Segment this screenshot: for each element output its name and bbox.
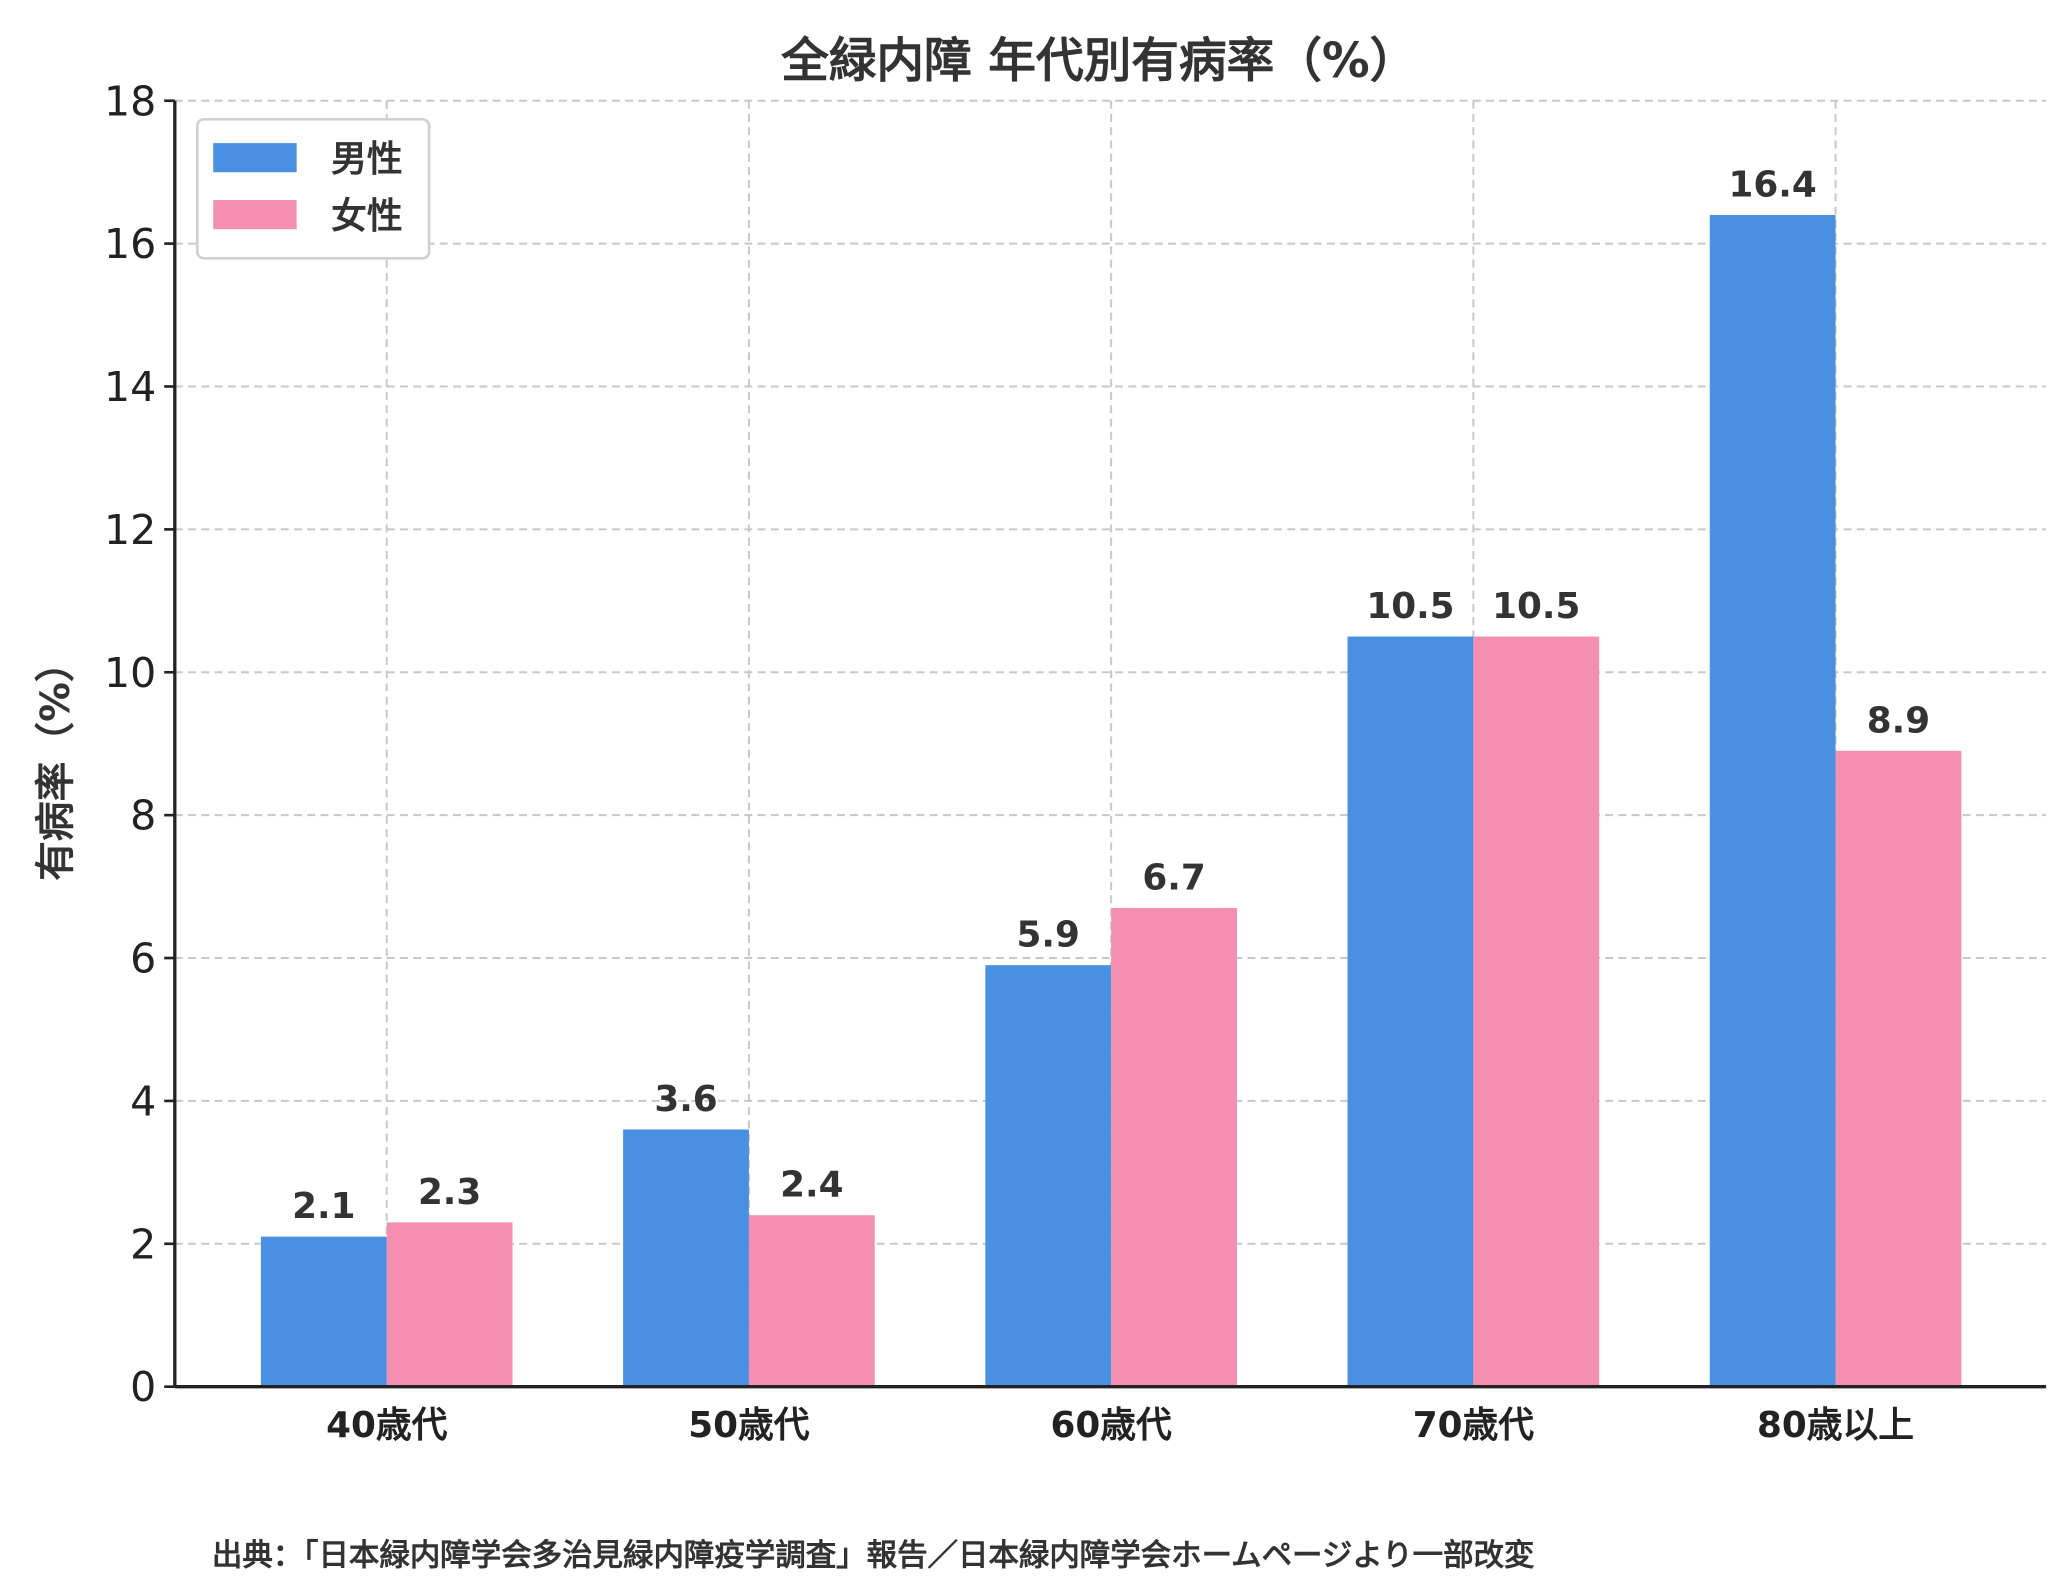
y-tick-label: 4 (130, 1077, 156, 1125)
data-label: 16.4 (1729, 164, 1817, 205)
data-label: 6.7 (1142, 857, 1205, 898)
bar-female (1473, 636, 1600, 1387)
y-tick-label: 0 (130, 1363, 156, 1411)
data-label: 10.5 (1366, 586, 1454, 627)
y-tick-label: 16 (104, 220, 156, 268)
x-tick-label: 40歳代 (326, 1405, 447, 1446)
y-tick-label: 12 (104, 506, 156, 554)
bar-female (386, 1222, 513, 1387)
y-tick-label: 18 (104, 77, 156, 125)
y-tick-label: 10 (104, 649, 156, 697)
y-axis-label: 有病率（%） (33, 642, 79, 880)
source-note: 出典：「日本緑内障学会多治見緑内障疫学調査」報告／日本緑内障学会ホームページより… (212, 1537, 1535, 1573)
legend-label: 女性 (331, 196, 403, 237)
legend-label: 男性 (331, 139, 403, 180)
y-tick-label: 14 (104, 363, 156, 411)
data-label: 3.6 (654, 1079, 717, 1120)
y-tick-label: 2 (130, 1220, 156, 1268)
bar-male (985, 965, 1112, 1387)
chart-title: 全緑内障 年代別有病率（%） (780, 34, 1417, 89)
bar-male (623, 1129, 749, 1387)
data-label: 2.3 (418, 1172, 481, 1213)
bar-male (260, 1236, 387, 1387)
x-tick-label: 60歳代 (1051, 1405, 1172, 1446)
legend-swatch (213, 200, 297, 230)
x-tick-label: 70歳代 (1413, 1405, 1534, 1446)
data-label: 2.1 (292, 1186, 355, 1227)
bar-male (1709, 215, 1836, 1387)
y-tick-label: 8 (130, 792, 156, 840)
x-tick-label: 80歳以上 (1757, 1405, 1914, 1446)
bar-female (1111, 908, 1237, 1387)
axes: 0 2 4 6 8 10 12 14 16 18 40歳代 50歳代 60歳代 70歳代 80歳以上 (104, 77, 2047, 1446)
bar-female (748, 1215, 875, 1387)
data-label: 8.9 (1867, 700, 1930, 741)
bars (260, 215, 1962, 1387)
bar-male (1347, 636, 1474, 1387)
data-labels: 2.1 2.3 3.6 2.4 5.9 6.7 10.5 10.5 16.4 8.9 (292, 164, 1930, 1227)
data-label: 10.5 (1492, 586, 1580, 627)
data-label: 5.9 (1017, 915, 1080, 956)
data-label: 2.4 (780, 1165, 843, 1206)
legend-swatch (213, 143, 297, 173)
x-tick-label: 50歳代 (688, 1405, 809, 1446)
y-tick-label: 6 (130, 935, 156, 983)
bar-female (1835, 750, 1962, 1387)
